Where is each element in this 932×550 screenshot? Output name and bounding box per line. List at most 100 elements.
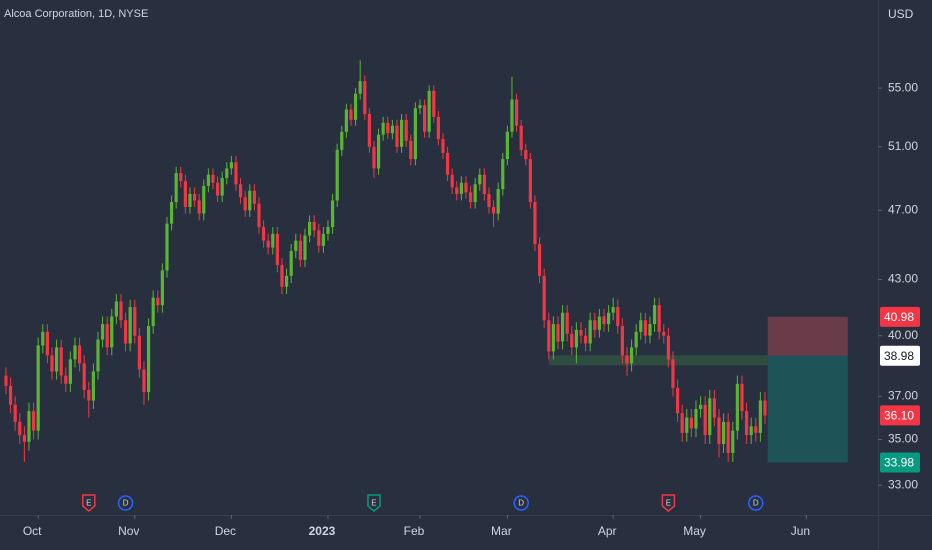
candle-body <box>648 324 652 336</box>
candle-body <box>395 125 399 147</box>
candle-body <box>459 182 463 194</box>
last-price-box <box>880 405 920 426</box>
candle-body <box>128 307 132 344</box>
candle-body <box>363 81 367 114</box>
y-tick-label: 35.00 <box>888 432 918 446</box>
candle-body <box>616 307 620 327</box>
candle-body <box>197 200 201 214</box>
candle-body <box>87 390 91 401</box>
x-tick-label: Apr <box>598 524 617 538</box>
candle-body <box>666 335 670 360</box>
x-tick-label: Mar <box>491 524 512 538</box>
event-circle <box>513 495 529 511</box>
candle-body <box>519 125 523 150</box>
candle-body <box>8 385 13 405</box>
candle-body <box>317 230 321 246</box>
candle-body <box>137 335 141 370</box>
candle-body <box>565 312 569 334</box>
event-label: E <box>371 499 376 508</box>
candle-body <box>36 345 40 431</box>
candle-body <box>156 297 160 306</box>
candle-body <box>13 404 17 422</box>
candle-body <box>464 182 468 193</box>
candle-body <box>625 355 629 364</box>
candle-body <box>763 400 767 416</box>
event-badge <box>82 494 96 512</box>
candle-body <box>652 305 657 325</box>
candle-body <box>689 417 693 429</box>
candle-body <box>698 404 703 409</box>
candle-body <box>349 109 353 120</box>
candle-body <box>662 331 666 336</box>
candle-body <box>445 152 450 175</box>
candle-body <box>220 177 224 196</box>
support-zone <box>548 355 768 366</box>
candle-body <box>248 190 252 211</box>
candle-body <box>202 185 206 214</box>
candle-body <box>418 105 422 109</box>
candle-body <box>174 173 178 203</box>
candle-body <box>390 125 394 134</box>
candle-body <box>165 223 169 271</box>
candle-body <box>326 227 330 234</box>
candle-body <box>409 140 413 160</box>
candle-body <box>606 312 611 325</box>
candle-body <box>735 383 739 431</box>
candle-body <box>620 326 624 356</box>
candle-body <box>271 233 275 248</box>
candle-body <box>105 324 109 348</box>
candle-body <box>96 339 100 372</box>
candle-body <box>376 134 381 169</box>
candle-body <box>169 202 174 224</box>
candle-body <box>537 244 542 276</box>
candle-body <box>551 324 555 352</box>
candle-body <box>721 421 726 444</box>
candle-body <box>556 324 560 342</box>
event-label: E <box>666 499 671 508</box>
candle-body <box>275 233 279 266</box>
event-label: E <box>86 499 91 508</box>
target-zone <box>767 355 848 463</box>
candle-body <box>59 347 63 376</box>
y-tick-label: 33.00 <box>888 477 918 491</box>
stop-price-label: 40.98 <box>884 310 914 324</box>
candle-body <box>717 417 721 444</box>
candle-body <box>206 174 210 186</box>
stop-zone <box>767 316 848 356</box>
candle-body <box>675 387 680 414</box>
candle-body <box>671 359 675 388</box>
candle-body <box>731 430 735 453</box>
candle-body <box>602 316 606 325</box>
candle-body <box>294 240 298 252</box>
last-price-label: 36.10 <box>884 409 914 423</box>
candle-body <box>312 221 316 231</box>
candle-body <box>478 174 482 185</box>
candle-body <box>82 363 86 391</box>
event-label: D <box>518 499 524 508</box>
candle-body <box>146 326 151 393</box>
candle-body <box>50 355 54 372</box>
x-tick-label: 2023 <box>309 524 336 538</box>
candle-body <box>386 122 390 134</box>
target-price-label: 33.98 <box>884 456 914 470</box>
candle-body <box>404 119 408 141</box>
candle-body <box>694 408 698 429</box>
candle-body <box>298 240 302 260</box>
candle-body <box>225 168 229 178</box>
candle-body <box>680 413 684 433</box>
x-tick-label: Feb <box>404 524 425 538</box>
candle-body <box>629 347 634 364</box>
candle-body <box>482 174 486 194</box>
candle-body <box>160 270 164 306</box>
y-tick-label: 55.00 <box>888 80 918 94</box>
candle-body <box>211 174 215 183</box>
candle-body <box>64 375 68 384</box>
candle-body <box>280 265 284 287</box>
candle-body <box>758 400 762 433</box>
candle-body <box>307 221 312 236</box>
candle-body <box>639 320 643 332</box>
candle-body <box>22 435 26 442</box>
candle-body <box>257 203 261 228</box>
candle-body <box>726 421 730 453</box>
